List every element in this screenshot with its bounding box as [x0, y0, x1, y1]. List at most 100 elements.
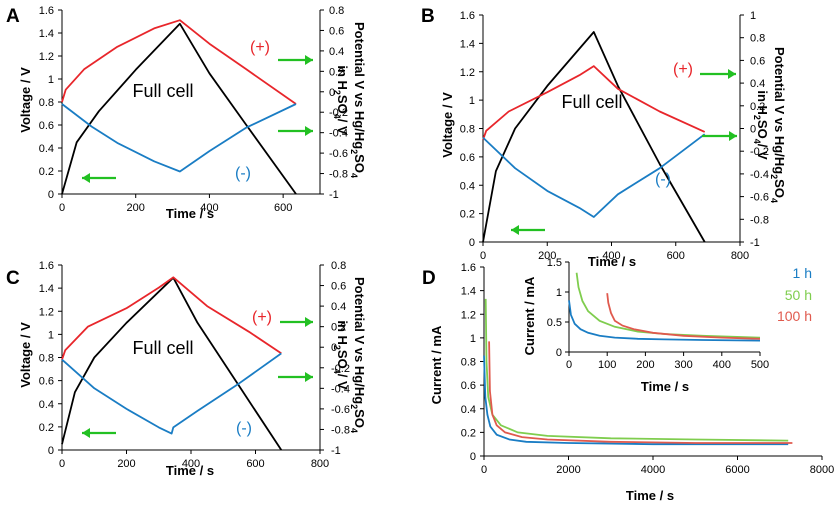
y2-tick-label: -0.8	[750, 214, 769, 226]
y2-tick-label: 0.6	[329, 25, 344, 37]
x-tick-label: 800	[311, 458, 329, 470]
y-tick-label: 0.8	[461, 357, 476, 369]
y2-title-part: Potential V vs Hg/Hg	[772, 47, 787, 174]
y2-axis-title-line2: in H2SO4/ V	[332, 320, 350, 390]
x-tick-label: 0	[480, 250, 486, 262]
y2-title-sub: 4	[349, 428, 359, 433]
x-axis-title: Time / s	[588, 254, 636, 269]
y2-tick-label: 0	[331, 342, 337, 354]
inset-x-tick-label: 200	[636, 359, 654, 371]
positive-electrode-line	[482, 65, 706, 141]
y-tick-label: 0.8	[460, 124, 475, 136]
y2-title-part: SO	[352, 409, 367, 428]
y2-tick-label: -0.2	[750, 146, 769, 158]
panel-letter: C	[6, 268, 20, 289]
x-tick-label: 800	[731, 250, 749, 262]
x-tick-label: 600	[667, 250, 685, 262]
y2-tick-label: -0.8	[329, 169, 348, 181]
inset-y-tick-label: 0.5	[547, 317, 562, 329]
y2-title-part: SO	[335, 95, 350, 114]
full-cell-label: Full cell	[132, 81, 193, 101]
x-tick-label: 0	[481, 464, 487, 476]
y-tick-label: 1.4	[460, 38, 475, 50]
legend-label: 1 h	[793, 265, 812, 281]
y2-title-part: in H	[755, 90, 770, 115]
y-tick-label: 0.6	[39, 120, 54, 132]
x-tick-label: 2000	[556, 464, 580, 476]
positive-label: (+)	[673, 61, 693, 78]
inset-series-50h-line	[575, 272, 761, 339]
full-cell-line	[61, 276, 283, 451]
full-cell-line	[482, 31, 706, 243]
full-cell-line	[61, 22, 297, 195]
y-tick-label: 1.2	[39, 51, 54, 63]
y-tick-label: 1.6	[39, 5, 54, 17]
y-tick-label: 1.6	[39, 260, 54, 272]
y-tick-label: 0.2	[460, 209, 475, 221]
y2-tick-label: -1	[329, 189, 339, 201]
inset-x-tick-label: 500	[751, 359, 769, 371]
inset-y-axis-title: Current / mA	[522, 276, 537, 355]
left-arrow-icon-head	[82, 428, 90, 438]
y-tick-label: 1	[470, 333, 476, 345]
positive-label: (+)	[252, 309, 272, 326]
y-axis-title: Voltage / V	[18, 67, 33, 133]
panel-letter: A	[6, 6, 20, 27]
negative-label: (-)	[235, 165, 251, 182]
negative-electrode-line	[61, 103, 297, 173]
y2-tick-label: -0.4	[329, 128, 348, 140]
y2-tick-label: 0.6	[331, 281, 346, 293]
panel-C: 0 0.2 0.4 0.6 0.8 1 1.2 1.4 1.6 -1 -0.8 -0.6 -0.4 -0.…	[6, 260, 367, 478]
x-tick-label: 200	[117, 458, 135, 470]
y2-tick-label: -0.8	[331, 424, 350, 436]
x-tick-label: 400	[602, 250, 620, 262]
negative-label: (-)	[236, 420, 252, 437]
y2-title-sub: 4	[349, 173, 359, 178]
inset-x-axis-title: Time / s	[641, 379, 689, 394]
y2-axis-title-line1: Potential V vs Hg/Hg2SO4	[349, 277, 367, 433]
inset-y-tick-label: 1.5	[547, 257, 562, 269]
y-tick-label: 0.4	[460, 180, 475, 192]
x-tick-label: 600	[274, 202, 292, 214]
y2-title-part: Potential V vs Hg/Hg	[352, 22, 367, 149]
y2-tick-label: 0	[329, 87, 335, 99]
y-tick-label: 0.2	[461, 427, 476, 439]
y-tick-label: 1.4	[39, 28, 54, 40]
y-tick-label: 0	[469, 237, 475, 249]
y2-axis-title-line2: in H2SO4/ V	[752, 90, 770, 160]
y2-title-sub: 2	[332, 345, 342, 350]
y-tick-label: 1	[469, 95, 475, 107]
right-arrow-icon-head	[728, 69, 736, 79]
legend-label: 50 h	[785, 287, 812, 303]
y2-title-part: / V	[755, 144, 770, 160]
series-1h-line	[483, 355, 789, 446]
inset-series-100h-line	[606, 293, 761, 340]
positive-electrode-line	[61, 276, 282, 360]
inset-y-tick-label: 0	[556, 347, 562, 359]
y-tick-label: 0.6	[39, 376, 54, 388]
y2-title-part: Potential V vs Hg/Hg	[352, 277, 367, 404]
right-arrow-icon-head	[305, 126, 313, 136]
y-tick-label: 1.2	[39, 306, 54, 318]
negative-electrode-line	[482, 133, 706, 218]
left-arrow-icon-head	[82, 173, 90, 183]
y2-title-part: in H	[335, 65, 350, 90]
panel-letter: B	[421, 6, 435, 27]
positive-label: (+)	[250, 39, 270, 56]
x-tick-label: 0	[59, 458, 65, 470]
y2-title-sub: 4	[332, 369, 342, 374]
y2-axis-title-line1: Potential V vs Hg/Hg2SO4	[349, 22, 367, 178]
y2-tick-label: -0.4	[331, 383, 350, 395]
y2-tick-label: 0.2	[750, 101, 765, 113]
x-tick-label: 200	[538, 250, 556, 262]
y-tick-label: 0.4	[461, 404, 476, 416]
x-axis-title: Time / s	[166, 206, 214, 221]
inset-x-tick-label: 300	[674, 359, 692, 371]
left-arrow-icon-head	[511, 225, 519, 235]
y-tick-label: 0.4	[39, 143, 54, 155]
inset-series-1h-line	[568, 300, 761, 342]
x-tick-label: 0	[59, 202, 65, 214]
y-tick-label: 0	[48, 445, 54, 457]
x-tick-label: 200	[127, 202, 145, 214]
